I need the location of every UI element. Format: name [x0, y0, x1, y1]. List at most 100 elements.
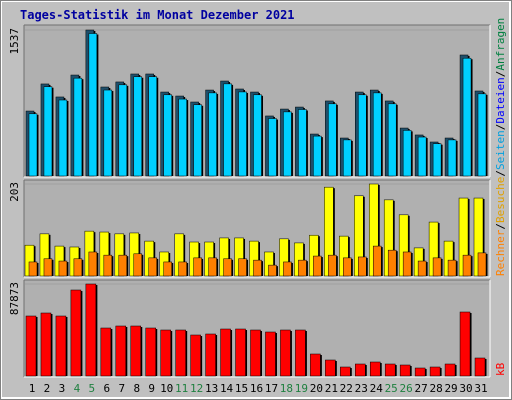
x-tick-label: 29: [444, 382, 457, 395]
bar: [73, 258, 83, 277]
bar: [235, 328, 246, 377]
bar: [372, 92, 382, 177]
bar: [238, 258, 247, 277]
bar: [280, 329, 291, 377]
bar: [118, 84, 128, 177]
bar: [283, 111, 292, 177]
x-tick-label: 6: [104, 382, 111, 395]
bar: [268, 118, 277, 177]
x-tick-label: 12: [190, 382, 203, 395]
x-tick-label: 9: [148, 382, 155, 395]
bar: [459, 311, 471, 377]
bar: [148, 76, 157, 177]
bar: [163, 261, 172, 277]
bar: [283, 261, 292, 277]
bar: [372, 245, 382, 277]
bar: [310, 353, 321, 377]
bar: [355, 363, 366, 377]
x-tick-label: 16: [250, 382, 263, 395]
bar: [325, 359, 336, 377]
x-tick-label: 11: [175, 382, 188, 395]
bar: [432, 257, 442, 277]
bar: [133, 253, 143, 277]
bar: [444, 363, 456, 377]
bar: [205, 333, 216, 377]
x-tick-label: 15: [235, 382, 248, 395]
bar: [340, 366, 351, 377]
legend-entry: Besuche: [494, 177, 507, 223]
bar: [313, 255, 322, 277]
bar: [25, 315, 37, 377]
bar: [88, 33, 98, 177]
legend-entry: Rechner: [494, 229, 507, 276]
y-tick-label: 87873: [8, 282, 21, 315]
bar: [462, 57, 472, 177]
bar: [223, 83, 232, 177]
bar: [40, 312, 52, 377]
chart-title: Tages-Statistik im Monat Dezember 2021: [20, 8, 295, 22]
bar: [447, 259, 457, 277]
bar: [103, 89, 113, 177]
bar: [474, 357, 486, 377]
x-tick-label: 27: [415, 382, 428, 395]
bar: [103, 254, 113, 277]
bar: [178, 261, 187, 277]
bar: [417, 260, 427, 277]
bar: [343, 139, 352, 177]
legend-separator: /: [494, 124, 507, 131]
x-tick-label: 31: [474, 382, 487, 395]
bar: [328, 254, 337, 277]
bar: [55, 315, 67, 377]
bar: [223, 258, 232, 277]
bar: [28, 261, 38, 277]
bar: [175, 329, 186, 377]
x-tick-label: 10: [160, 382, 173, 395]
x-tick-label: 24: [370, 382, 384, 395]
bar: [369, 361, 381, 377]
bar: [384, 363, 396, 377]
bar: [160, 329, 171, 377]
x-tick-label: 23: [355, 382, 368, 395]
bar: [43, 86, 53, 177]
legend-separator: /: [494, 170, 507, 177]
x-tick-label: 26: [400, 382, 413, 395]
bar: [70, 289, 82, 377]
bar: [387, 249, 397, 277]
bar: [399, 364, 411, 377]
x-tick-label: 19: [295, 382, 308, 395]
bar: [268, 264, 277, 277]
bar: [414, 367, 426, 377]
bar: [387, 103, 397, 177]
bar: [58, 260, 68, 277]
x-tick-label: 3: [59, 382, 66, 395]
bar: [432, 143, 442, 177]
bar: [358, 256, 367, 277]
legend-entry: Dateien: [494, 77, 507, 123]
bar: [477, 252, 487, 277]
y-tick-label: 1537: [8, 28, 21, 55]
bar: [253, 259, 262, 277]
bar: [193, 257, 202, 277]
bar: [402, 251, 412, 277]
x-tick-label: 28: [429, 382, 442, 395]
legend-separator: /: [494, 223, 507, 230]
bar: [328, 103, 337, 177]
y-tick-label: 203: [8, 182, 21, 202]
bar: [253, 94, 262, 177]
bar: [28, 113, 38, 177]
bar: [163, 94, 172, 177]
bar: [100, 327, 112, 377]
x-tick-label: 14: [220, 382, 234, 395]
bar: [298, 109, 307, 177]
bar: [193, 104, 202, 177]
legend-entry: Anfragen: [494, 18, 507, 71]
bar: [190, 334, 201, 377]
legend-separator: /: [494, 71, 507, 78]
legend-entry: Seiten: [494, 130, 507, 170]
bar: [88, 251, 98, 277]
bar: [417, 136, 427, 177]
x-tick-label: 20: [310, 382, 323, 395]
bar: [133, 76, 143, 177]
